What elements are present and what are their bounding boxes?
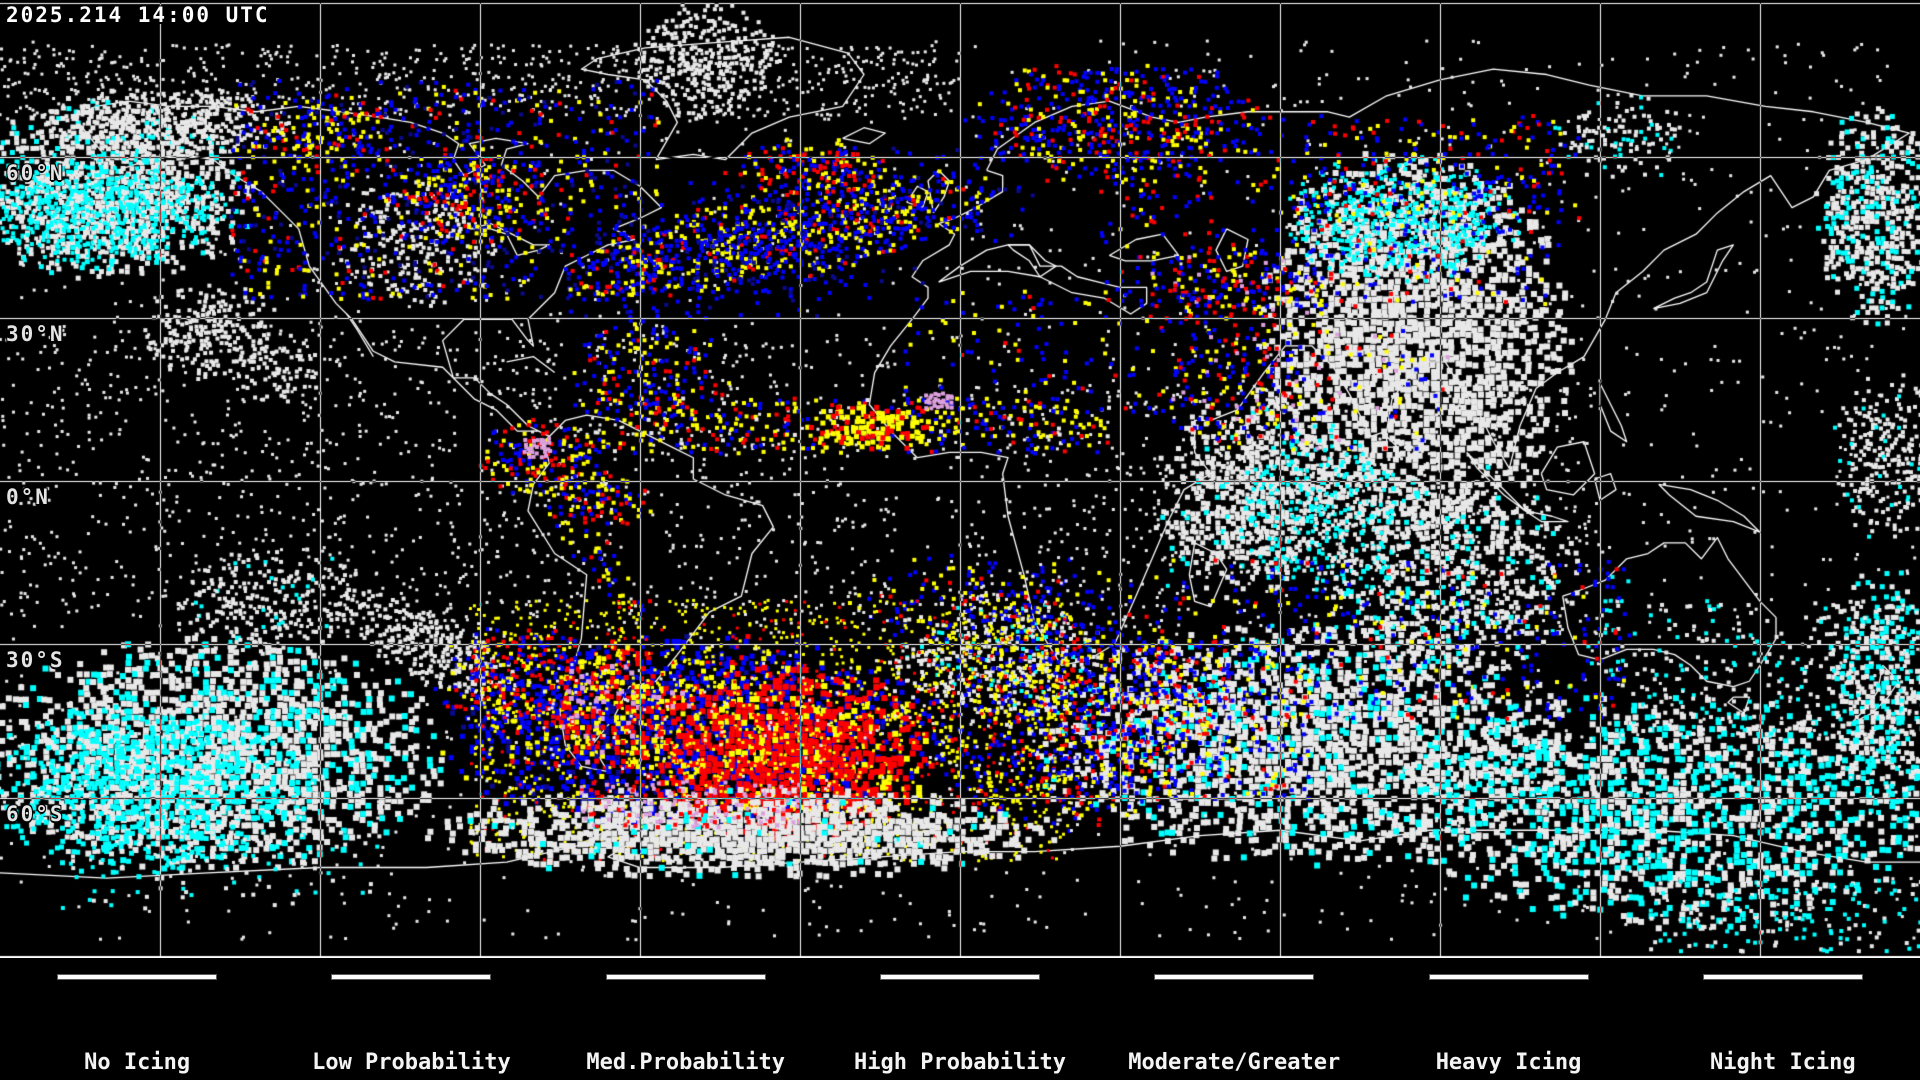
legend-label-line: Night Icing [1709,1050,1856,1075]
legend-label-line: Moderate/Greater [1128,1050,1341,1075]
legend-item-med-probability: Med.Probability of Light Icing [549,958,823,1080]
legend-label-line: Med.Probability [586,1050,786,1075]
legend-item-no-icing: No Icing Retrieval [0,958,274,1080]
legend-item-moderate-greater: Moderate/Greater Icing Likely [1097,958,1371,1080]
low-probability-swatch [331,974,492,980]
legend-item-heavy-icing: Heavy Icing [1371,958,1645,1080]
legend-label-line: Heavy Icing [1435,1050,1582,1075]
no-icing-swatch [57,974,218,980]
heavy-icing-swatch [1428,974,1589,980]
moderate-greater-swatch [1154,974,1315,980]
lat-label-30n: 30°N [6,322,65,346]
lat-label-60s: 60°S [6,802,65,826]
lat-label-0n: 0°N [6,485,50,509]
legend-label: Heavy Icing [1436,988,1582,1080]
lat-label-30s: 30°S [6,648,65,672]
night-icing-swatch [1702,974,1863,980]
legend-label: Low Probability of Light Icing [312,988,511,1080]
legend-label-line: High Probability [854,1050,1066,1075]
legend-label: Night Icing [1710,988,1856,1080]
legend-item-low-probability: Low Probability of Light Icing [274,958,548,1080]
legend: No Icing Retrieval Low Probability of Li… [0,958,1920,1080]
legend-label: Med.Probability of Light Icing [586,988,785,1080]
world-icing-map-canvas [0,0,1920,958]
legend-item-night-icing: Night Icing [1646,958,1920,1080]
legend-label: High Probability of Light Icing [854,988,1066,1080]
legend-label: No Icing Retrieval [78,988,197,1080]
high-probability-swatch [879,974,1040,980]
legend-label: Moderate/Greater Icing Likely [1128,988,1340,1080]
legend-label-line: Low Probability [312,1050,511,1075]
med-probability-swatch [605,974,766,980]
lat-label-60n: 60°N [6,161,65,185]
timestamp-label: 2025.214 14:00 UTC [6,3,270,27]
legend-label-line: No Icing [84,1050,191,1075]
legend-item-high-probability: High Probability of Light Icing [823,958,1097,1080]
